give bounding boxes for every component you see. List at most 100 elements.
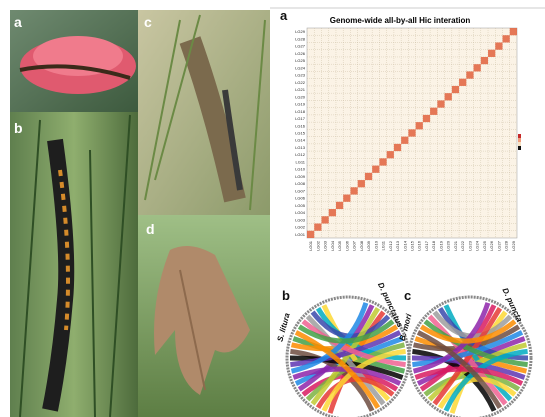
x-label: LG04 <box>330 240 335 251</box>
diagonal-block <box>307 231 314 238</box>
x-label: LG23 <box>467 240 472 251</box>
y-label: LG28 <box>295 36 306 41</box>
x-label: LG07 <box>352 240 357 251</box>
y-label: LG29 <box>295 29 306 34</box>
diagonal-block <box>372 166 379 173</box>
x-label: LG28 <box>504 240 509 251</box>
figure: a b c d a Genome-wide all-by-all Hic int… <box>0 0 545 417</box>
x-label: LG29 <box>511 240 516 251</box>
y-label: LG04 <box>295 210 306 215</box>
x-label: LG15 <box>410 240 415 251</box>
x-label: LG24 <box>475 240 480 251</box>
y-label: LG09 <box>295 174 306 179</box>
diagonal-block <box>394 144 401 151</box>
y-label: LG26 <box>295 51 306 56</box>
x-label: LG01 <box>308 240 313 251</box>
diagonal-block <box>365 173 372 180</box>
x-label: LG19 <box>438 240 443 251</box>
x-label: LG18 <box>431 240 436 251</box>
x-label: LG22 <box>460 240 465 251</box>
y-label: LG07 <box>295 188 306 193</box>
y-label: LG20 <box>295 94 306 99</box>
photo-a <box>10 10 138 112</box>
diagonal-block <box>466 71 473 78</box>
y-label: LG06 <box>295 196 306 201</box>
y-label: LG12 <box>295 152 306 157</box>
x-label: LG03 <box>323 240 328 251</box>
y-label: LG08 <box>295 181 306 186</box>
y-label: LG27 <box>295 44 306 49</box>
diagonal-block <box>481 57 488 64</box>
x-label: LG10 <box>373 240 378 251</box>
x-label: LG20 <box>446 240 451 251</box>
heatmap: LG01LG01LG02LG02LG03LG03LG04LG04LG05LG05… <box>295 28 517 251</box>
y-label: LG13 <box>295 145 306 150</box>
diagonal-block <box>321 216 328 223</box>
x-label: LG11 <box>381 240 386 250</box>
diagonal-block <box>510 28 517 35</box>
panel-label: d <box>146 221 155 237</box>
diagonal-block <box>452 86 459 93</box>
panel-label: a <box>280 8 288 23</box>
diagonal-block <box>314 224 321 231</box>
y-label: LG18 <box>295 109 306 114</box>
diagonal-block <box>408 129 415 136</box>
diagonal-block <box>379 158 386 165</box>
diagonal-block <box>437 100 444 107</box>
diagonal-block <box>459 79 466 86</box>
x-label: LG05 <box>337 240 342 251</box>
diagonal-block <box>358 180 365 187</box>
x-label: LG09 <box>366 240 371 251</box>
x-label: LG12 <box>388 240 393 251</box>
panel-label: a <box>14 14 22 30</box>
diagonal-block <box>488 50 495 57</box>
x-label: LG25 <box>482 240 487 251</box>
y-label: LG05 <box>295 203 306 208</box>
diagonal-block <box>343 195 350 202</box>
y-label: LG19 <box>295 102 306 107</box>
y-label: LG01 <box>295 232 306 237</box>
heatmap-title: Genome-wide all-by-all Hic interation <box>330 16 471 25</box>
diagonal-block <box>350 187 357 194</box>
diagonal-block <box>423 115 430 122</box>
diagonal-block <box>387 151 394 158</box>
y-label: LG02 <box>295 225 306 230</box>
x-label: LG26 <box>489 240 494 251</box>
diagonal-block <box>445 93 452 100</box>
x-label: LG13 <box>395 240 400 251</box>
x-label: LG21 <box>453 240 458 251</box>
y-label: LG14 <box>295 138 306 143</box>
x-label: LG02 <box>315 240 320 251</box>
x-label: LG08 <box>359 240 364 251</box>
y-label: LG16 <box>295 123 306 128</box>
diagonal-block <box>329 209 336 216</box>
x-label: LG06 <box>344 240 349 251</box>
y-label: LG10 <box>295 167 306 172</box>
y-label: LG24 <box>295 65 306 70</box>
diagonal-block <box>401 137 408 144</box>
color-scale <box>518 134 521 150</box>
panel-label: b <box>282 288 290 303</box>
y-label: LG03 <box>295 217 306 222</box>
diagonal-block <box>503 35 510 42</box>
panel-label: c <box>144 14 152 30</box>
x-label: LG17 <box>424 240 429 251</box>
diagonal-block <box>430 108 437 115</box>
diagonal-block <box>495 42 502 49</box>
panel-label: b <box>14 120 23 136</box>
y-label: LG22 <box>295 80 306 85</box>
photo-b <box>10 112 138 417</box>
x-label: LG14 <box>402 240 407 251</box>
y-label: LG21 <box>295 87 306 92</box>
y-label: LG23 <box>295 73 306 78</box>
photo-d <box>138 215 270 417</box>
x-label: LG27 <box>496 240 501 251</box>
y-label: LG15 <box>295 131 306 136</box>
panel-label: c <box>404 288 411 303</box>
diagonal-block <box>474 64 481 71</box>
x-label: LG16 <box>417 240 422 251</box>
diagonal-block <box>336 202 343 209</box>
photo-c <box>138 10 270 215</box>
y-label: LG25 <box>295 58 306 63</box>
